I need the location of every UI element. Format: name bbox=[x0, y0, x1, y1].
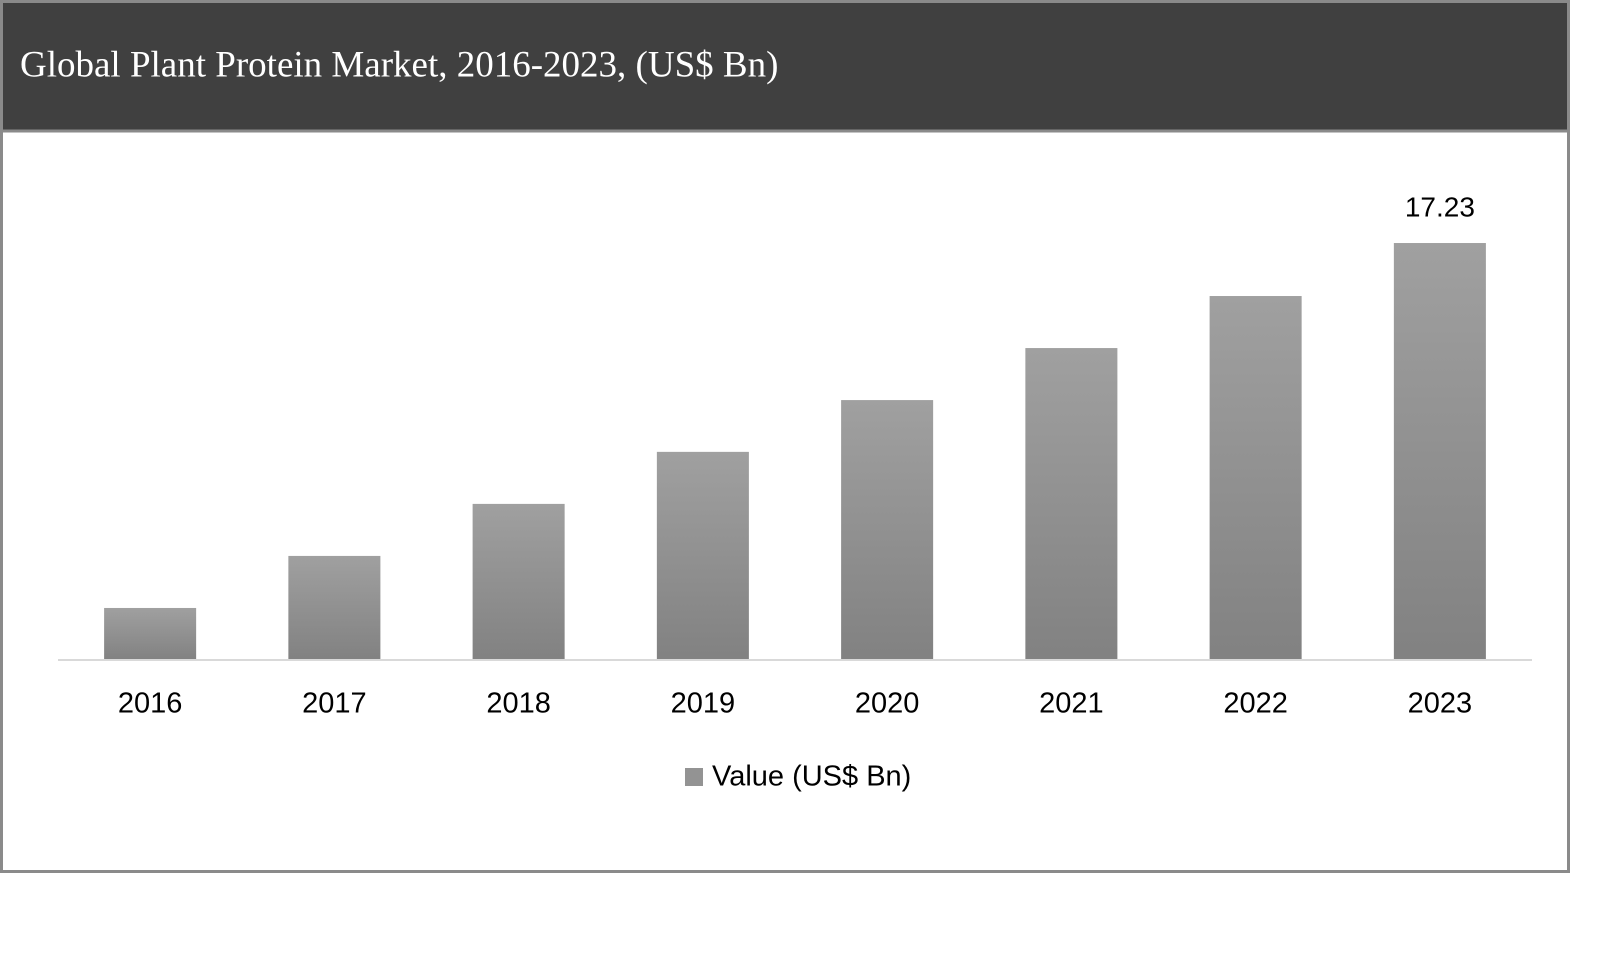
bar-shade bbox=[841, 400, 934, 660]
bar-shade bbox=[104, 607, 197, 660]
legend-swatch bbox=[685, 768, 703, 786]
bar-shade bbox=[1209, 296, 1302, 660]
bar-shade bbox=[1025, 348, 1118, 660]
chart-title: Global Plant Protein Market, 2016-2023, … bbox=[20, 44, 778, 85]
header bbox=[3, 3, 1567, 130]
bar-shade bbox=[656, 451, 749, 660]
x-tick-label: 2020 bbox=[855, 688, 920, 720]
frame bbox=[0, 0, 1570, 873]
data-label: 17.23 bbox=[1405, 191, 1475, 222]
plot-area: 2016 2017 2018 2019 2020 2021 2022 2023 17.23 Val… bbox=[58, 191, 1532, 793]
bar-shade bbox=[1393, 243, 1486, 660]
x-tick-label: 2016 bbox=[118, 688, 183, 720]
bar-shade bbox=[288, 555, 381, 660]
x-tick-label: 2017 bbox=[302, 688, 367, 720]
x-tick-label: 2023 bbox=[1408, 688, 1473, 720]
x-tick-label: 2022 bbox=[1223, 688, 1288, 720]
x-tick-label: 2019 bbox=[671, 688, 736, 720]
x-tick-label: 2021 bbox=[1039, 688, 1104, 720]
legend-label: Value (US$ Bn) bbox=[712, 761, 911, 793]
bar-shade bbox=[472, 503, 565, 660]
x-tick-label: 2018 bbox=[486, 688, 551, 720]
